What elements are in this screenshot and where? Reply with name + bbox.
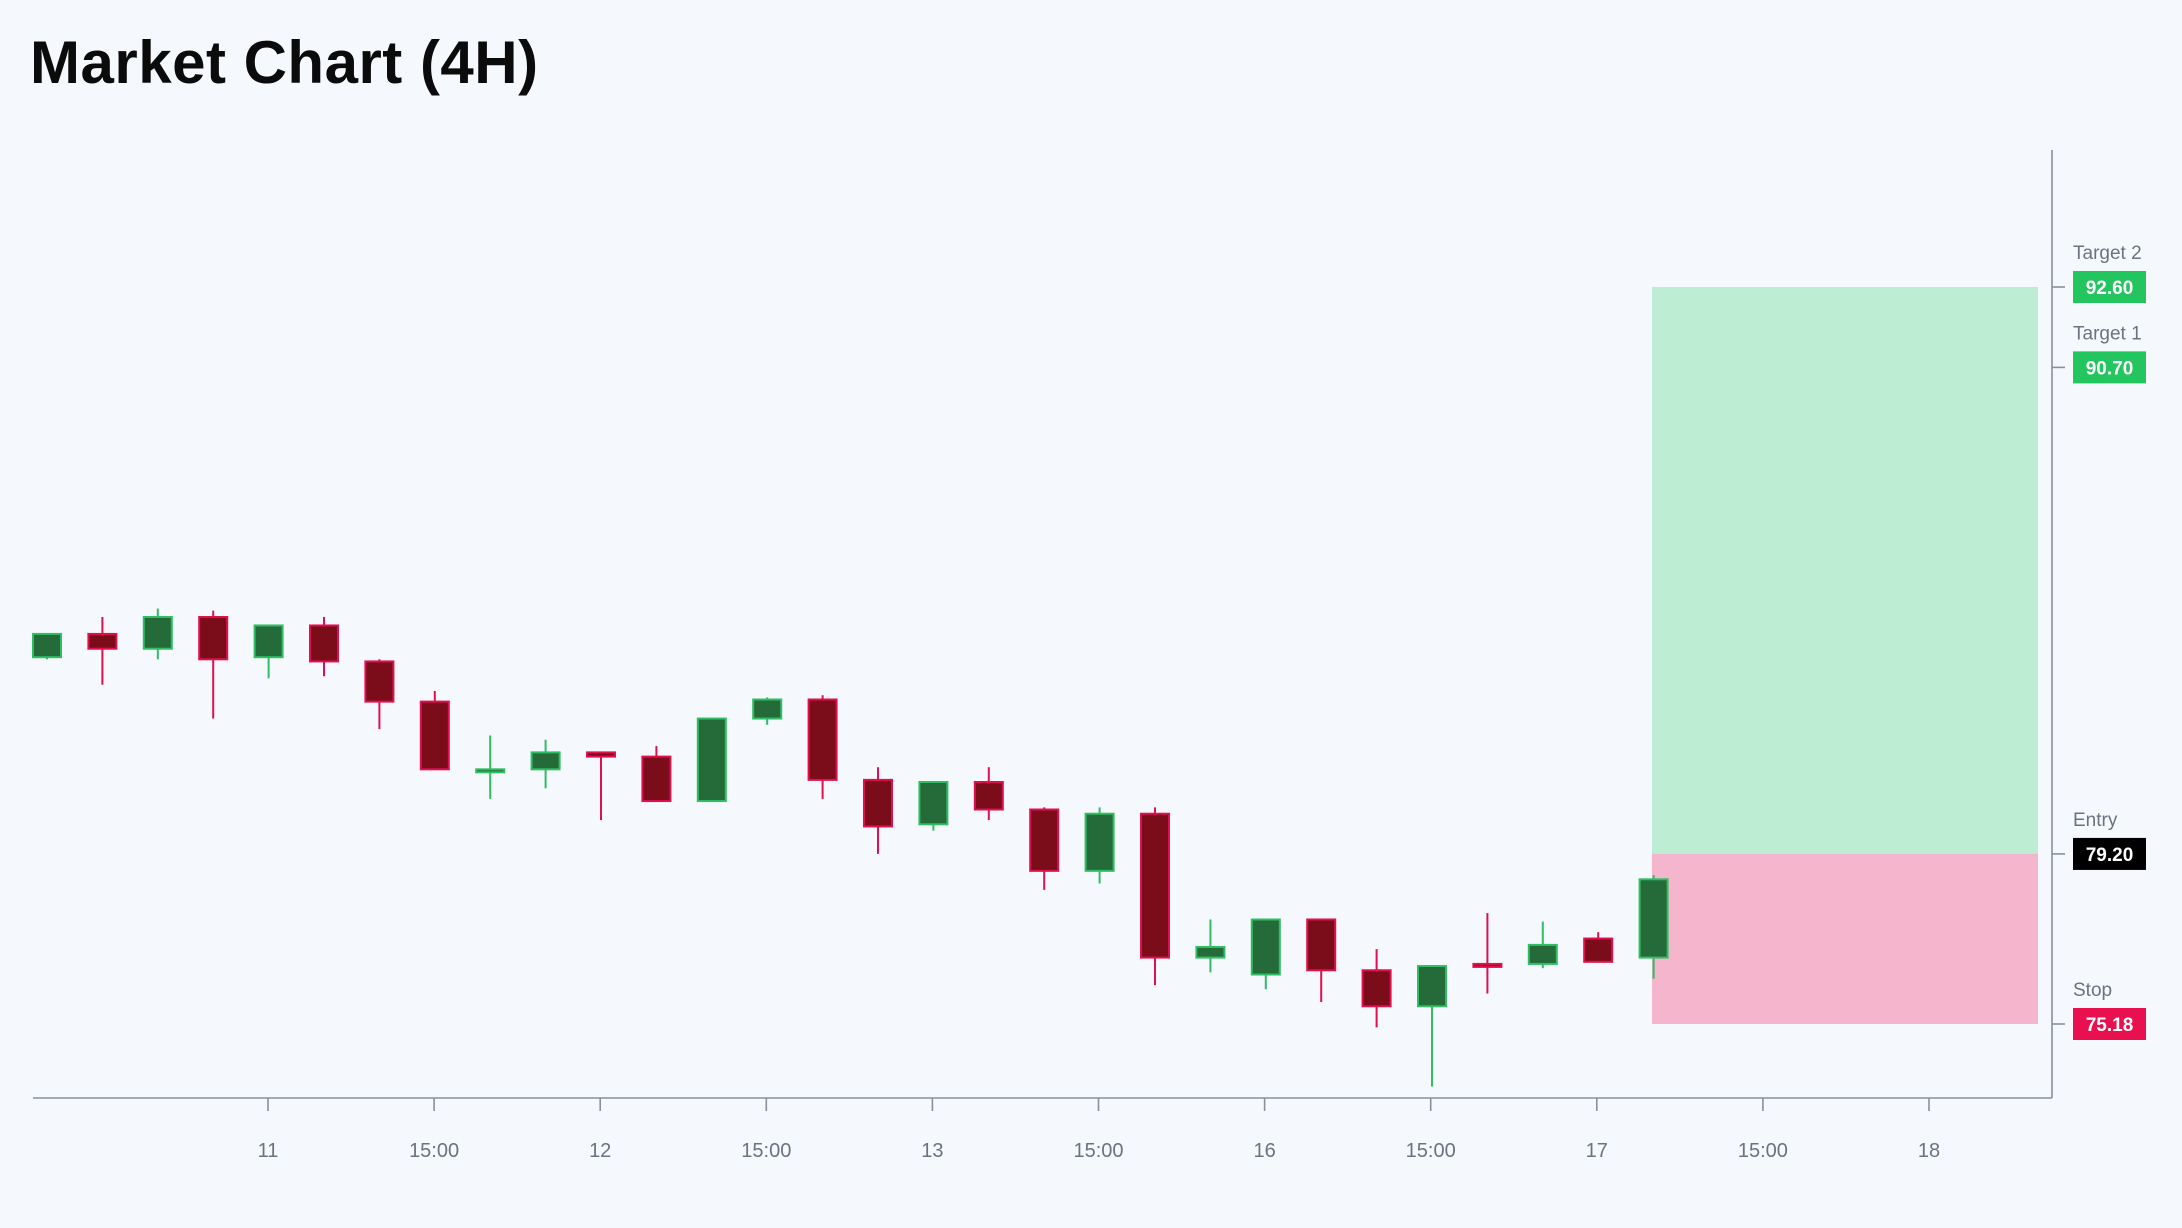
target1-badge bbox=[2073, 351, 2146, 384]
level-entry: Entry 79.20 bbox=[2052, 810, 2146, 870]
candle-body bbox=[973, 781, 1004, 811]
candle-body bbox=[1527, 943, 1558, 965]
candle bbox=[142, 608, 173, 660]
candle bbox=[1306, 918, 1337, 1002]
page-title: Market Chart (4H) bbox=[30, 29, 539, 96]
candle-body bbox=[1195, 946, 1226, 959]
entry-badge bbox=[2073, 837, 2146, 870]
candle bbox=[364, 659, 395, 730]
x-tick-label: 16 bbox=[1253, 1140, 1275, 1162]
target1-value: 90.70 bbox=[2086, 358, 2134, 379]
candle bbox=[1140, 807, 1170, 986]
stop-value: 75.18 bbox=[2086, 1015, 2134, 1036]
candle-body bbox=[364, 660, 395, 703]
candle bbox=[1417, 965, 1447, 1087]
x-tick-label: 15:00 bbox=[1738, 1140, 1788, 1162]
entry-label: Entry bbox=[2073, 810, 2118, 831]
x-tick-label: 18 bbox=[1918, 1140, 1940, 1162]
candle bbox=[419, 691, 450, 771]
candle bbox=[1250, 918, 1281, 990]
stop-label: Stop bbox=[2073, 980, 2112, 1001]
x-tick-label: 13 bbox=[921, 1140, 943, 1162]
level-target2: Target 2 92.60 bbox=[2052, 243, 2146, 303]
candle-body bbox=[32, 632, 62, 659]
candle bbox=[641, 746, 672, 803]
candle bbox=[87, 617, 118, 685]
x-tick-label: 15:00 bbox=[409, 1140, 459, 1162]
candle-body bbox=[641, 755, 672, 803]
candle-body bbox=[1140, 812, 1170, 959]
candle bbox=[1029, 807, 1060, 890]
candle-body bbox=[918, 781, 949, 826]
stop-zone bbox=[1652, 853, 2038, 1024]
candle bbox=[1195, 919, 1226, 973]
candle-body bbox=[1638, 878, 1669, 959]
stop-badge bbox=[2073, 1008, 2146, 1040]
x-tick-label: 17 bbox=[1586, 1140, 1608, 1162]
candle-body bbox=[1417, 965, 1447, 1008]
candle-body bbox=[198, 616, 229, 661]
candle bbox=[696, 717, 727, 803]
candle bbox=[918, 781, 949, 831]
x-tick-label: 15:00 bbox=[1073, 1140, 1123, 1162]
x-tick-label: 15:00 bbox=[1406, 1140, 1456, 1162]
candle-body bbox=[530, 751, 561, 771]
candle bbox=[863, 767, 893, 854]
candle bbox=[973, 767, 1004, 821]
level-stop: Stop 75.18 bbox=[2052, 980, 2146, 1040]
candle-body bbox=[1472, 962, 1503, 968]
entry-value: 79.20 bbox=[2086, 845, 2134, 866]
candle bbox=[1527, 921, 1558, 969]
x-tick-label: 11 bbox=[258, 1140, 279, 1162]
candle bbox=[253, 624, 284, 679]
candle-body bbox=[1306, 918, 1337, 972]
candles bbox=[32, 608, 1669, 1087]
target-zone bbox=[1652, 287, 2038, 854]
candle bbox=[1472, 913, 1503, 994]
level-target1: Target 1 90.70 bbox=[2052, 323, 2146, 384]
target1-label: Target 1 bbox=[2073, 323, 2142, 344]
candle bbox=[1638, 875, 1669, 979]
candle bbox=[586, 751, 616, 821]
candle-body bbox=[1084, 812, 1115, 872]
candle-body bbox=[1250, 918, 1281, 976]
candle-body bbox=[253, 624, 284, 659]
candle-body bbox=[475, 768, 506, 774]
candle-body bbox=[1583, 937, 1614, 963]
x-axis-ticks: 11 15:00 12 15:00 13 15:00 16 15:00 17 15:00 18 bbox=[258, 1098, 1940, 1162]
candle bbox=[807, 695, 838, 799]
candle-body bbox=[87, 632, 118, 650]
candle bbox=[752, 697, 783, 725]
candle-body bbox=[1361, 969, 1392, 1008]
candle-body bbox=[142, 616, 173, 650]
candle-body bbox=[586, 751, 616, 758]
candle-body bbox=[752, 698, 783, 720]
candle-body bbox=[863, 778, 893, 828]
target2-value: 92.60 bbox=[2086, 278, 2134, 299]
candle bbox=[475, 735, 506, 799]
candle-body bbox=[419, 700, 450, 771]
candle-body bbox=[807, 698, 838, 781]
candle bbox=[309, 617, 339, 677]
x-tick-label: 12 bbox=[589, 1140, 611, 1162]
trade-zones bbox=[1652, 287, 2038, 1024]
candle bbox=[1361, 949, 1392, 1028]
x-tick-label: 15:00 bbox=[741, 1140, 791, 1162]
target2-label: Target 2 bbox=[2073, 243, 2142, 264]
candle bbox=[1084, 807, 1115, 884]
target2-badge bbox=[2073, 271, 2146, 303]
candle bbox=[198, 610, 229, 719]
candle bbox=[32, 632, 62, 660]
candle-body bbox=[309, 624, 339, 663]
candle bbox=[530, 739, 561, 789]
candle bbox=[1583, 932, 1614, 963]
candle-body bbox=[1029, 808, 1060, 872]
candle-body bbox=[696, 717, 727, 803]
